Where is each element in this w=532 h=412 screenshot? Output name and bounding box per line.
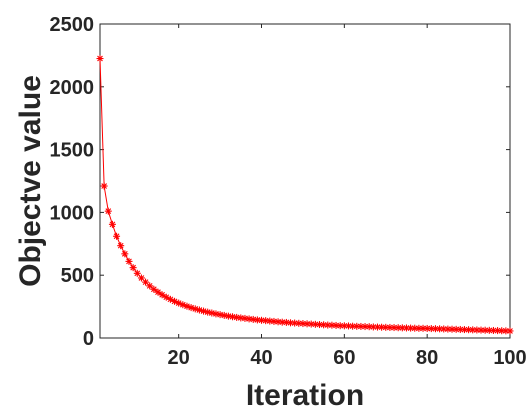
x-tick-label: 40 <box>250 347 272 369</box>
y-tick-label: 2500 <box>50 14 95 36</box>
data-point <box>108 220 116 228</box>
data-point <box>419 324 427 332</box>
x-tick-label: 80 <box>416 347 438 369</box>
y-tick-label: 1000 <box>50 202 95 224</box>
y-axis-ticks: 0 500 1000 1500 2000 2500 <box>50 14 510 350</box>
data-point <box>415 324 423 332</box>
data-point <box>121 250 129 258</box>
data-point <box>386 323 394 331</box>
data-point <box>208 309 216 317</box>
data-point <box>96 55 104 63</box>
data-point <box>137 274 145 282</box>
data-point <box>204 308 212 316</box>
x-axis-ticks: 20 40 60 80 100 <box>168 24 527 369</box>
plot-frame <box>99 23 511 339</box>
data-point <box>117 242 125 250</box>
data-point <box>154 288 162 296</box>
x-axis-label: Iteration <box>246 379 364 412</box>
y-tick-label: 0 <box>83 328 94 350</box>
y-tick-label: 500 <box>61 265 94 287</box>
series-line <box>99 58 511 332</box>
data-point <box>133 269 141 277</box>
data-point <box>150 285 158 293</box>
x-tick-label: 20 <box>168 347 190 369</box>
data-point <box>311 320 319 328</box>
series-layer <box>96 55 514 335</box>
data-point <box>506 327 514 335</box>
x-tick-label: 100 <box>493 347 526 369</box>
data-point <box>200 307 208 315</box>
data-point <box>113 232 121 240</box>
data-point <box>456 325 464 333</box>
y-axis-label: Objectve value <box>14 75 47 287</box>
data-point <box>104 207 112 215</box>
data-point <box>100 182 108 190</box>
data-point <box>307 320 315 328</box>
data-point <box>125 257 133 265</box>
y-tick-label: 1500 <box>50 140 95 162</box>
data-point <box>129 264 137 272</box>
y-tick-label: 2000 <box>50 77 95 99</box>
x-tick-label: 60 <box>333 347 355 369</box>
